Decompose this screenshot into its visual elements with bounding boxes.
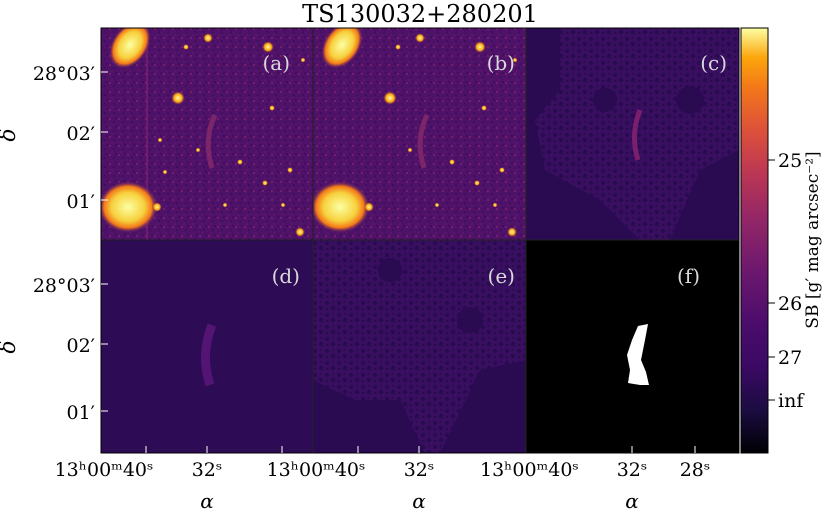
xtick-right-2: 28ˢ (680, 459, 711, 481)
figure-title: TS130032+280201 (302, 0, 538, 28)
xtick-middle-2: 32ˢ (404, 459, 435, 481)
ytick-top-1: 28°03′ (33, 63, 95, 85)
panel-d-label: (d) (272, 264, 300, 288)
panel-f-label: (f) (677, 264, 700, 288)
panel-b-label: (b) (487, 51, 515, 75)
colorbar-tick-27: 27 (778, 347, 802, 369)
tick-marks (101, 71, 696, 453)
model-stream (201, 323, 217, 387)
x-axis-label-right: α (625, 489, 639, 513)
panel-f (526, 240, 739, 453)
panel-c (526, 28, 739, 240)
bright-galaxy (109, 28, 151, 69)
colorbar-tick-inf: inf (778, 390, 805, 412)
ytick-bottom-2: 02′ (67, 335, 96, 357)
y-axis-label-bottom: δ (0, 340, 21, 353)
xtick-left-2: 32ˢ (192, 459, 223, 481)
ytick-bottom-1: 28°03′ (33, 275, 95, 297)
colorbar-ticks (768, 159, 775, 401)
panel-c-label: (c) (700, 51, 727, 75)
ytick-top-3: 01′ (67, 191, 96, 213)
ytick-bottom-3: 01′ (67, 402, 96, 424)
xtick-middle-1: 13ʰ00ᵐ40ˢ (267, 459, 366, 481)
colorbar-tick-25: 25 (778, 150, 802, 172)
panel-e (313, 240, 526, 453)
binary-mask-shape (627, 324, 649, 385)
panel-e-label: (e) (488, 264, 515, 288)
xtick-middle-3: 13ʰ00ᵐ40ˢ (480, 459, 579, 481)
y-axis-label-top: δ (0, 128, 21, 141)
bright-star (101, 181, 158, 233)
x-axis-label-left: α (200, 489, 214, 513)
stream-arc (205, 113, 218, 169)
panel-b (313, 28, 526, 240)
colorbar (740, 27, 769, 454)
colorbar-label: SB [g′ mag arcsec⁻²] (803, 151, 823, 328)
ytick-top-2: 02′ (67, 123, 96, 145)
panel-a (101, 28, 313, 240)
panel-d (101, 240, 313, 453)
x-axis-label-middle: α (412, 489, 426, 513)
panel-a-label: (a) (262, 51, 290, 75)
xtick-left-1: 13ʰ00ᵐ40ˢ (55, 459, 154, 481)
colorbar-tick-26: 26 (778, 293, 802, 315)
xtick-right-1: 32ˢ (617, 459, 648, 481)
